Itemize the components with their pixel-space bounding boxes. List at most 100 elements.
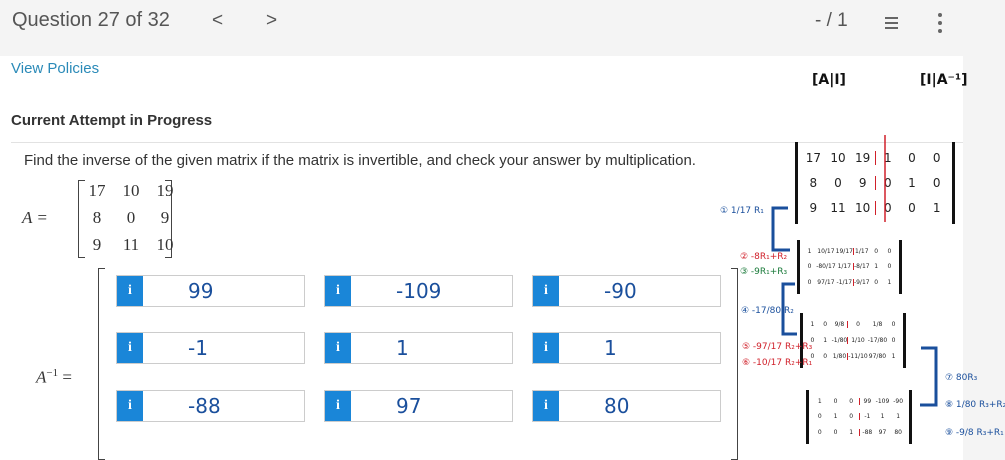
note-matrix-cell: 97 [878,428,887,436]
note-matrix-cell: 1 [874,263,879,271]
note-matrix-cell: 9 [809,200,818,215]
note-step-5: ⑤ -97/17 R₂+R₃ [742,342,813,352]
info-icon[interactable]: i [533,391,559,421]
info-icon[interactable]: i [533,333,559,363]
input-value[interactable]: -90 [604,279,637,303]
note-matrix-cell: 19 [855,151,871,166]
input-value[interactable]: 1 [604,336,617,360]
note-matrix-cell: 0 [874,248,879,256]
note-matrix-cell: 0 [849,398,854,406]
kebab-icon[interactable] [938,13,942,33]
note-matrix-cell: -17/80 [867,336,888,344]
note-matrix-cell: 97/80 [868,352,887,360]
note-matrix-cell: 0 [887,263,892,271]
matrix-a-cell: 9 [92,235,102,254]
bracket [165,180,172,258]
arrow [781,282,797,336]
next-question-button[interactable]: > [266,10,278,31]
note-matrix-cell: 1/10 [847,336,867,344]
note-matrix-cell: -109 [875,398,890,406]
info-icon[interactable]: i [117,333,143,363]
attempt-heading: Current Attempt in Progress [11,112,213,129]
note-matrix: 1 0 9/8 0 1/8 0 0 1 -1/80 1/10 -17/80 0 0 0 1/80 -11/10… [806,317,900,364]
note-matrix: 1 10/17 19/17 1/17 0 0 0 -80/17 1/17 -8/17 1 0 0 97/1… [803,244,896,290]
note-matrix-bracket [806,390,912,444]
top-bar: Question 27 of 32 < > - / 1 [0,0,1005,56]
note-matrix-cell: -80/17 [816,263,836,271]
note-matrix-cell: 0 [833,398,838,406]
input-value[interactable]: 80 [604,394,630,418]
info-icon[interactable]: i [325,391,351,421]
info-icon[interactable]: i [325,333,351,363]
note-matrix-cell: 0 [891,321,896,329]
note-matrix-cell: 0 [874,175,900,190]
note-matrix-cell: -9/17 [852,278,870,286]
score: - / 1 [815,10,848,31]
inverse-label-base: A [36,367,47,387]
prev-question-button[interactable]: < [212,10,224,31]
note-matrix-cell: 9/8 [834,321,845,329]
note-matrix-cell: 1 [887,278,892,286]
matrix-a-label: A = [22,208,48,227]
info-icon[interactable]: i [533,276,559,306]
note-matrix-cell: 0 [874,200,900,215]
note-matrix-cell: 0 [817,428,822,436]
note-matrix-cell: 1 [932,200,941,215]
note-matrix-cell: 19/17 [835,248,853,256]
matrix-a-cell: 0 [126,208,136,227]
note-matrix-cell: -11/10 [847,352,868,360]
note-step-4: ④ -17/80 R₂ [741,306,794,316]
inverse-input-r1c3[interactable]: i -90 [532,275,721,307]
input-value[interactable]: 97 [396,394,422,418]
input-value[interactable]: 99 [188,279,214,303]
bracket [78,180,85,258]
inverse-label: A−1 = [36,367,72,388]
input-value[interactable]: -88 [188,394,221,418]
note-matrix-cell: 11 [830,200,846,215]
note-matrix-cell: 1/80 [832,352,847,360]
inverse-input-r3c3[interactable]: i 80 [532,390,721,422]
inverse-input-r3c1[interactable]: i -88 [116,390,305,422]
note-matrix-cell: 1 [849,428,854,436]
note-matrix-cell: 0 [932,175,941,190]
note-matrix-cell: 0 [823,321,828,329]
note-matrix-cell: 0 [807,278,812,286]
note-matrix-cell: 1 [833,413,838,421]
view-policies-link[interactable]: View Policies [11,60,100,77]
list-icon[interactable] [880,14,898,32]
note-matrix-cell: 1 [807,248,812,256]
note-matrix-cell: 10 [855,200,871,215]
note-matrix-cell: 1/17 [837,263,852,271]
input-value[interactable]: 1 [396,336,409,360]
input-value[interactable]: -1 [188,336,208,360]
inverse-input-r3c2[interactable]: i 97 [324,390,513,422]
inverse-input-r2c1[interactable]: i -1 [116,332,305,364]
note-matrix-cell: 0 [932,151,941,166]
note-matrix-cell: 80 [894,428,902,436]
info-icon[interactable]: i [117,391,143,421]
question-counter: Question 27 of 32 [12,9,170,31]
inverse-label-sup: −1 [46,367,59,379]
inverse-input-r1c2[interactable]: i -109 [324,275,513,307]
note-matrix-bracket [800,313,906,368]
note-matrix-cell: 17 [805,151,821,166]
note-matrix-cell: 1 [908,175,916,190]
input-value[interactable]: -109 [396,279,442,303]
divider [11,142,963,143]
note-matrix-cell: 10/17 [817,248,835,256]
info-icon[interactable]: i [117,276,143,306]
note-matrix-cell: 1 [817,398,822,406]
arrow [920,346,938,407]
note-step-2: ② -8R₁+R₂ [740,252,788,262]
matrix-a: 17 10 19 8 0 9 9 11 10 [80,181,182,255]
note-matrix-cell: 1/17 [852,248,870,256]
note-matrix-cell: 0 [908,200,916,215]
note-matrix-cell: 99 [859,398,875,406]
note-matrix-cell: 0 [817,413,822,421]
note-matrix-cell: 97/17 [817,278,835,286]
inverse-input-r1c1[interactable]: i 99 [116,275,305,307]
info-icon[interactable]: i [325,276,351,306]
